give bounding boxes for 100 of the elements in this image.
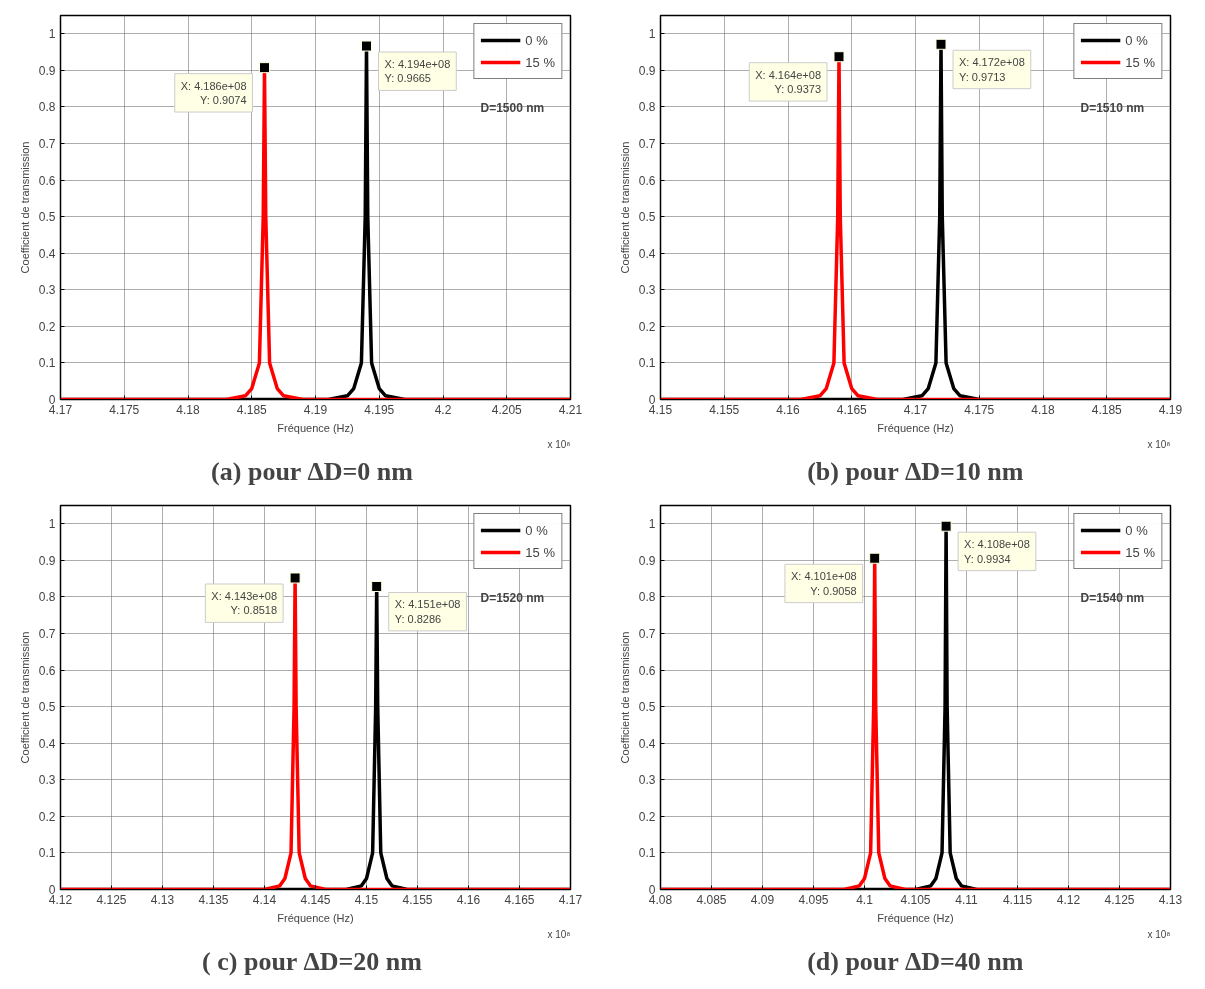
text: (a) pour ΔD=0 nm (211, 456, 414, 486)
x-tick-label: 4.12 (1056, 892, 1081, 907)
y-tick-label: 0.5 (38, 210, 56, 225)
text: (b) pour ΔD=10 nm (807, 456, 1024, 486)
y-tick-label: 0.4 (38, 736, 56, 751)
x-tick-label: 4.17 (903, 402, 928, 417)
legend-label: 0 % (1125, 522, 1148, 538)
text: x 10⁸ (1147, 928, 1171, 940)
y-tick-label: 0.2 (38, 319, 56, 334)
annotation: D=1520 nm (480, 590, 545, 605)
y-tick-label: 0.9 (638, 63, 656, 78)
y-tick-label: 0 (648, 883, 656, 897)
y-tick-label: 0.3 (38, 283, 56, 298)
annotation: X: 4.151e+08 Y: 0.8286 (394, 598, 461, 625)
text: x 10⁸ (547, 928, 571, 940)
text: ( c) pour ΔD=20 nm (202, 946, 423, 976)
y-tick-label: 1 (48, 517, 56, 532)
y-tick-label: 0.9 (38, 553, 56, 568)
y-tick-label: 0.1 (38, 846, 56, 861)
y-tick-label: 0.7 (38, 137, 56, 151)
y-tick-label: 1 (648, 517, 656, 532)
y-tick-label: 0.5 (38, 700, 56, 715)
legend-label: 0 % (525, 32, 548, 48)
y-tick-label: 0.8 (38, 590, 56, 605)
x-tick-label: 4.1 (856, 892, 874, 907)
y-tick-label: 0.9 (638, 553, 656, 568)
x-tick-label: 4.14 (252, 892, 277, 907)
y-tick-label: 0.6 (638, 173, 656, 188)
x-tick-label: 4.175 (964, 402, 995, 417)
legend-label: 15 % (1125, 54, 1155, 70)
x-tick-label: 4.125 (96, 892, 127, 907)
y-tick-label: 0.6 (38, 663, 56, 678)
x-tick-label: 4.105 (900, 892, 931, 907)
annotation: X: 4.194e+08 Y: 0.9665 (384, 58, 451, 85)
x-tick-label: 4.195 (364, 402, 395, 417)
x-tick-label: 4.125 (1104, 892, 1135, 907)
y-tick-label: 0 (48, 883, 56, 897)
y-axis-title: Coefficient de transmission (618, 141, 631, 274)
y-tick-label: 0.2 (638, 809, 656, 824)
text: (d) pour ΔD=40 nm (807, 946, 1024, 976)
y-tick-label: 0.9 (38, 63, 56, 78)
x-tick-label: 4.2 (434, 402, 452, 417)
x-axis-title: Fréquence (Hz) (877, 911, 954, 924)
y-tick-label: 0.1 (638, 846, 656, 861)
y-tick-label: 0.5 (638, 700, 656, 715)
y-axis-title: Coefficient de transmission (18, 141, 31, 274)
legend-label: 15 % (525, 544, 555, 560)
y-tick-label: 0.1 (638, 356, 656, 371)
x-axis-title: Fréquence (Hz) (277, 421, 354, 434)
y-tick-label: 0.7 (638, 137, 656, 151)
y-tick-label: 0.7 (38, 627, 56, 641)
x-tick-label: 4.18 (1031, 402, 1055, 417)
y-axis-title: Coefficient de transmission (18, 631, 31, 764)
x-tick-label: 4.15 (354, 892, 379, 907)
y-tick-label: 0.1 (38, 356, 56, 371)
x-tick-label: 4.165 (504, 892, 535, 907)
x-tick-label: 4.09 (750, 892, 775, 907)
annotation: X: 4.186e+08 Y: 0.9074 (180, 79, 247, 107)
x-tick-label: 4.19 (1158, 402, 1183, 417)
x-tick-label: 4.13 (1158, 892, 1183, 907)
x-tick-label: 4.185 (236, 402, 268, 417)
annotation: X: 4.108e+08 Y: 0.9934 (964, 538, 1030, 565)
annotation: X: 4.143e+08 Y: 0.8518 (211, 589, 278, 617)
legend-label: 15 % (525, 54, 555, 70)
x-tick-label: 4.165 (836, 402, 868, 417)
y-tick-label: 1 (48, 27, 56, 42)
y-tick-label: 0.7 (638, 627, 656, 641)
y-tick-label: 0.8 (638, 590, 656, 605)
y-axis-title: Coefficient de transmission (618, 631, 631, 764)
x-tick-label: 4.13 (150, 892, 175, 907)
x-tick-label: 4.21 (558, 402, 583, 417)
x-tick-label: 4.205 (491, 402, 523, 417)
legend-label: 0 % (1125, 32, 1148, 48)
x-tick-label: 4.185 (1091, 402, 1123, 417)
x-axis-title: Fréquence (Hz) (277, 911, 354, 924)
y-tick-label: 0.3 (638, 773, 656, 788)
x-tick-label: 4.155 (709, 402, 740, 417)
x-tick-label: 4.11 (955, 892, 979, 907)
annotation: D=1510 nm (1080, 100, 1145, 115)
y-tick-label: 0.2 (638, 319, 656, 334)
x-tick-label: 4.085 (696, 892, 727, 907)
annotation: X: 4.101e+08 Y: 0.9058 (790, 570, 857, 597)
legend-label: 0 % (525, 522, 548, 538)
y-tick-label: 0 (648, 393, 656, 407)
y-tick-label: 0.4 (638, 736, 656, 751)
y-tick-label: 0.3 (638, 283, 656, 298)
y-tick-label: 1 (648, 27, 656, 42)
annotation: D=1540 nm (1080, 590, 1145, 605)
x-tick-label: 4.115 (1002, 892, 1033, 907)
x-tick-label: 4.16 (456, 892, 481, 907)
x-tick-label: 4.095 (798, 892, 829, 907)
y-tick-label: 0.4 (638, 246, 656, 261)
annotation: X: 4.164e+08 Y: 0.9373 (755, 68, 822, 96)
x-tick-label: 4.135 (198, 892, 229, 907)
annotation: D=1500 nm (480, 100, 545, 115)
y-tick-label: 0.5 (638, 210, 656, 225)
x-tick-label: 4.19 (303, 402, 328, 417)
x-axis-title: Fréquence (Hz) (877, 421, 954, 434)
y-tick-label: 0.2 (38, 809, 56, 824)
y-tick-label: 0.8 (38, 100, 56, 115)
